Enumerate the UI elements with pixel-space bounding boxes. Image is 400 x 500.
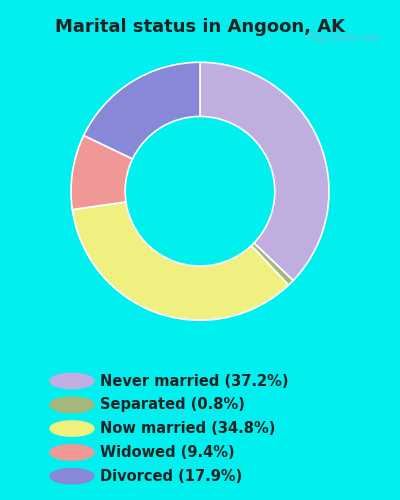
- Text: Now married (34.8%): Now married (34.8%): [100, 421, 275, 436]
- Circle shape: [50, 397, 94, 412]
- Text: Separated (0.8%): Separated (0.8%): [100, 398, 245, 412]
- Text: City-Data.com: City-Data.com: [306, 33, 380, 43]
- Wedge shape: [71, 136, 132, 210]
- Circle shape: [50, 444, 94, 460]
- Text: Never married (37.2%): Never married (37.2%): [100, 374, 288, 388]
- Circle shape: [50, 421, 94, 436]
- Text: Widowed (9.4%): Widowed (9.4%): [100, 445, 235, 460]
- Text: Marital status in Angoon, AK: Marital status in Angoon, AK: [55, 18, 345, 36]
- Circle shape: [50, 468, 94, 484]
- Wedge shape: [251, 243, 293, 285]
- Wedge shape: [72, 202, 288, 320]
- Wedge shape: [200, 62, 329, 280]
- Circle shape: [50, 374, 94, 388]
- Wedge shape: [84, 62, 200, 159]
- Text: Divorced (17.9%): Divorced (17.9%): [100, 468, 242, 483]
